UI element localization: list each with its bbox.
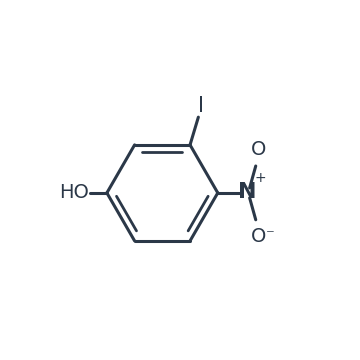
Text: O: O	[251, 227, 266, 246]
Text: +: +	[254, 171, 266, 185]
Text: ⁻: ⁻	[266, 226, 275, 244]
Text: HO: HO	[59, 183, 89, 202]
Text: N: N	[238, 182, 256, 202]
Text: O: O	[251, 140, 266, 159]
Text: I: I	[198, 96, 204, 116]
